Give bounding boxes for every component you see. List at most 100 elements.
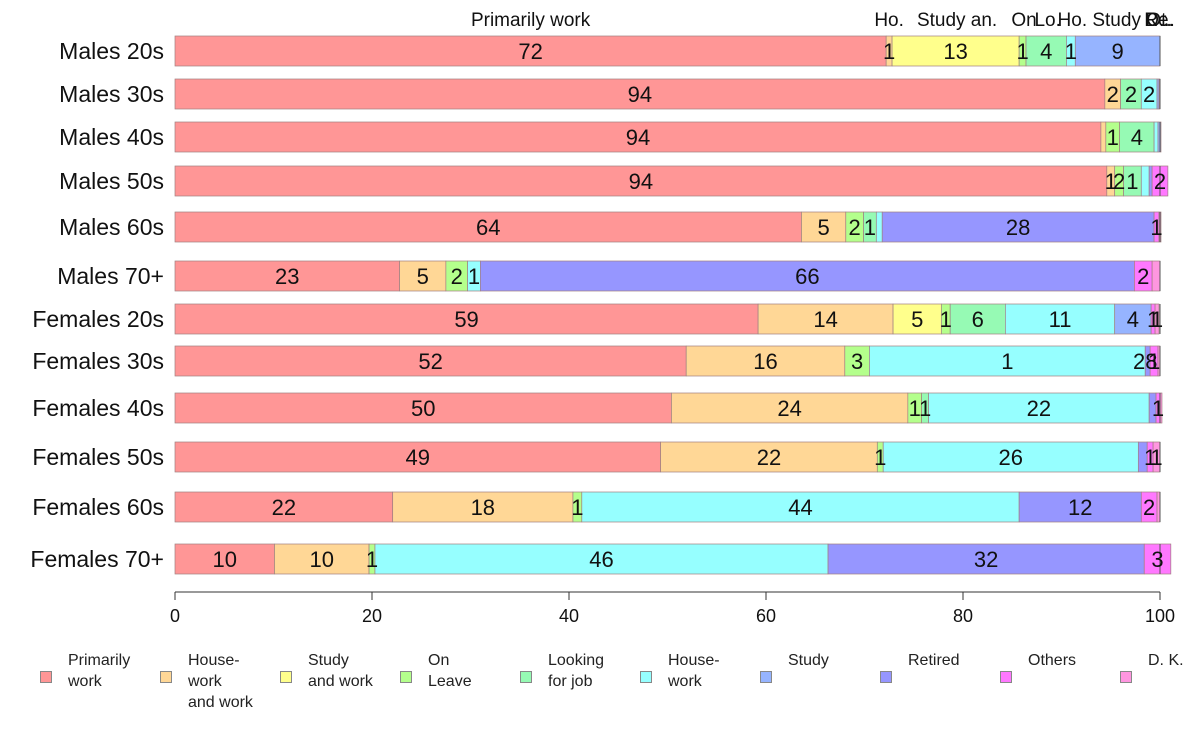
data-label: 1 <box>1065 39 1077 64</box>
top-series-label: Study <box>1092 10 1141 31</box>
legend-swatch <box>880 671 892 683</box>
bar-segment <box>1153 121 1159 153</box>
data-label: 1 <box>940 307 952 332</box>
data-label: 28 <box>1006 215 1030 240</box>
x-tick-label: 0 <box>170 606 180 626</box>
bar-segment <box>949 303 1006 335</box>
data-label: 49 <box>406 445 430 470</box>
category-label: Males 40s <box>59 124 164 150</box>
legend-item: House- work and work <box>160 650 253 713</box>
category-label: Females 70+ <box>30 546 164 572</box>
x-tick-label: 100 <box>1145 606 1175 626</box>
data-label: 1 <box>1126 169 1138 194</box>
top-series-label: D... <box>1145 10 1175 31</box>
top-series-label: Ho. <box>1058 10 1088 31</box>
bar-segment <box>480 260 1135 292</box>
bar-segment <box>1140 165 1150 197</box>
legend-label: Others <box>1028 652 1077 669</box>
data-label: 94 <box>629 169 653 194</box>
category-label: Females 30s <box>32 348 164 374</box>
data-label: 12 <box>1068 495 1092 520</box>
x-tick-label: 60 <box>756 606 776 626</box>
data-label: 5 <box>817 215 829 240</box>
data-label: 1 <box>874 445 886 470</box>
bar-segment <box>174 345 687 377</box>
bar-segment <box>892 303 942 335</box>
bar-segment <box>660 441 878 473</box>
bar-segment <box>274 543 370 575</box>
data-label: 1 <box>1147 307 1159 332</box>
data-label: 46 <box>589 547 613 572</box>
data-label: 28 <box>1133 349 1157 374</box>
category-label: Females 40s <box>32 395 164 421</box>
data-label: 2 <box>1154 169 1166 194</box>
bar-segment <box>869 345 1146 377</box>
x-tick-label: 40 <box>559 606 579 626</box>
bar-segment <box>174 121 1102 153</box>
x-tick-label: 20 <box>362 606 382 626</box>
legend-label: D. K. <box>1148 652 1184 669</box>
data-label: 2 <box>1137 264 1149 289</box>
category-label: Males 50s <box>59 168 164 194</box>
data-label: 1 <box>571 495 583 520</box>
legend-label: House- work and work <box>188 652 253 711</box>
category-label: Males 60s <box>59 214 164 240</box>
data-label: 1 <box>1107 125 1119 150</box>
top-series-label: On <box>1011 10 1036 31</box>
data-label: 2 <box>1107 82 1119 107</box>
data-label: 5 <box>417 264 429 289</box>
bar-segment <box>174 392 672 424</box>
data-label: 1 <box>1016 39 1028 64</box>
legend-swatch <box>1120 671 1132 683</box>
data-label: 14 <box>813 307 837 332</box>
bar-segment <box>174 491 394 523</box>
bar-segment <box>174 35 887 67</box>
category-label: Females 60s <box>32 494 164 520</box>
data-label: 3 <box>1151 547 1163 572</box>
legend-item: Study and work <box>280 650 373 692</box>
data-label: 32 <box>974 547 998 572</box>
bar-segment <box>1018 491 1142 523</box>
bar-segment <box>1100 121 1107 153</box>
bar-segment <box>581 491 1020 523</box>
data-label: 9 <box>1112 39 1124 64</box>
data-label: 1 <box>864 215 876 240</box>
data-label: 1 <box>919 396 931 421</box>
data-label: 16 <box>753 349 777 374</box>
data-label: 18 <box>471 495 495 520</box>
data-label: 2 <box>1143 82 1155 107</box>
data-label: 1 <box>1144 445 1156 470</box>
bar-segment <box>174 78 1106 110</box>
bar-segment <box>882 441 1139 473</box>
data-label: 2 <box>849 215 861 240</box>
bar-segment <box>174 260 400 292</box>
data-label: 2 <box>1113 169 1125 194</box>
bar-segment <box>1025 35 1067 67</box>
bar-segment <box>685 345 846 377</box>
data-label: 50 <box>411 396 435 421</box>
bar-segment <box>174 211 802 243</box>
bar-segment <box>928 392 1150 424</box>
legend-item: Looking for job <box>520 650 604 692</box>
legend-swatch <box>760 671 772 683</box>
data-label: 22 <box>272 495 296 520</box>
data-label: 44 <box>788 495 812 520</box>
legend-label: Primarily work <box>68 652 131 690</box>
data-label: 3 <box>851 349 863 374</box>
bar-segment <box>374 543 829 575</box>
data-label: 22 <box>1027 396 1051 421</box>
data-label: 23 <box>275 264 299 289</box>
data-label: 5 <box>911 307 923 332</box>
data-label: 2 <box>1125 82 1137 107</box>
data-label: 2 <box>451 264 463 289</box>
legend-item: Others <box>1000 650 1076 683</box>
legend-item: D. K. <box>1120 650 1184 683</box>
data-label: 11 <box>1049 307 1072 332</box>
data-label: 94 <box>626 125 650 150</box>
data-label: 1 <box>909 396 921 421</box>
data-label: 4 <box>1040 39 1052 64</box>
top-series-label: Ho. <box>874 10 904 31</box>
data-label: 13 <box>943 39 967 64</box>
data-label: 10 <box>310 547 334 572</box>
data-label: 1 <box>1001 349 1013 374</box>
